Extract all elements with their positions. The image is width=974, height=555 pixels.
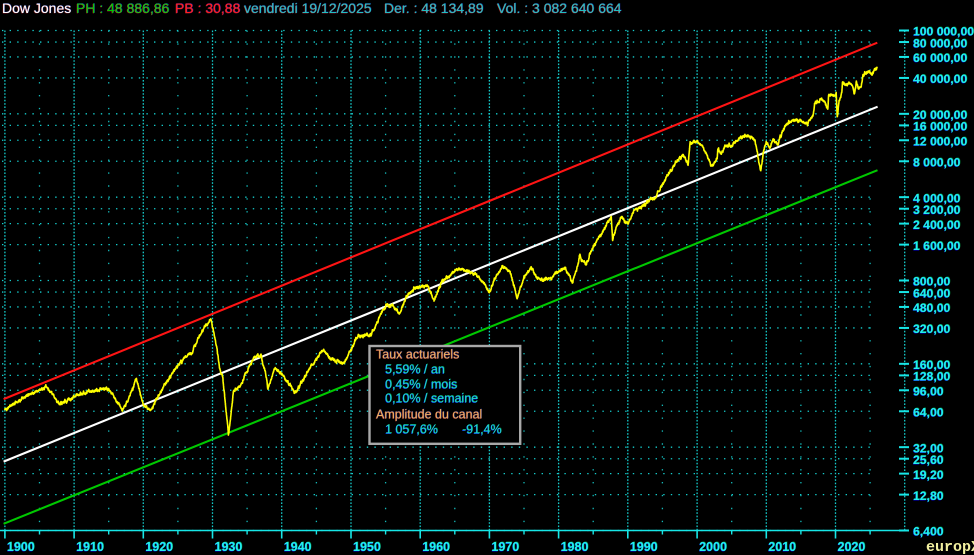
svg-text:Dow Jones: Dow Jones — [2, 0, 71, 16]
svg-text:60 000,00: 60 000,00 — [913, 51, 967, 65]
svg-text:320,00: 320,00 — [913, 322, 950, 336]
svg-text:640,00: 640,00 — [913, 286, 950, 300]
svg-text:1950: 1950 — [353, 540, 381, 554]
svg-text:1900: 1900 — [7, 540, 35, 554]
svg-text:2 400,00: 2 400,00 — [913, 218, 961, 232]
svg-text:5,59% / an: 5,59% / an — [385, 363, 445, 377]
svg-text:1940: 1940 — [284, 540, 312, 554]
svg-text:2010: 2010 — [768, 540, 796, 554]
svg-text:96,00: 96,00 — [913, 385, 944, 399]
svg-text:19,20: 19,20 — [913, 468, 944, 482]
svg-text:64,00: 64,00 — [913, 406, 944, 420]
svg-text:europX: europX — [926, 539, 974, 555]
svg-text:3 200,00: 3 200,00 — [913, 203, 961, 217]
svg-text:PH : 48 886,86: PH : 48 886,86 — [76, 0, 170, 16]
svg-text:Vol. : 3 082 640 664: Vol. : 3 082 640 664 — [497, 0, 622, 16]
svg-text:1960: 1960 — [422, 540, 450, 554]
svg-text:2020: 2020 — [838, 540, 866, 554]
svg-text:8 000,00: 8 000,00 — [913, 156, 961, 170]
svg-text:12 000,00: 12 000,00 — [913, 135, 967, 149]
svg-text:1990: 1990 — [630, 540, 658, 554]
svg-text:2000: 2000 — [699, 540, 727, 554]
svg-text:40 000,00: 40 000,00 — [913, 72, 967, 86]
svg-text:16 000,00: 16 000,00 — [913, 120, 967, 134]
svg-text:PB : 30,88: PB : 30,88 — [175, 0, 241, 16]
svg-text:80 000,00: 80 000,00 — [913, 36, 967, 50]
svg-text:0,10% / semaine: 0,10% / semaine — [385, 392, 478, 406]
svg-text:Taux actuariels: Taux actuariels — [376, 348, 459, 362]
svg-text:1 600,00: 1 600,00 — [913, 239, 961, 253]
svg-text:1930: 1930 — [215, 540, 243, 554]
svg-text:1980: 1980 — [561, 540, 589, 554]
svg-text:1 057,6%: 1 057,6% — [385, 423, 438, 437]
svg-text:1910: 1910 — [76, 540, 104, 554]
svg-text:1920: 1920 — [145, 540, 173, 554]
svg-text:0,45% / mois: 0,45% / mois — [385, 378, 457, 392]
svg-text:480,00: 480,00 — [913, 301, 950, 315]
svg-text:Der. : 48 134,89: Der. : 48 134,89 — [384, 0, 484, 16]
svg-text:Amplitude du canal: Amplitude du canal — [376, 408, 482, 422]
svg-text:12,80: 12,80 — [913, 489, 944, 503]
svg-text:1970: 1970 — [491, 540, 519, 554]
svg-text:6,400: 6,400 — [913, 525, 944, 539]
svg-text:25,60: 25,60 — [913, 453, 944, 467]
svg-text:vendredi 19/12/2025: vendredi 19/12/2025 — [244, 0, 372, 16]
svg-text:-91,4%: -91,4% — [462, 423, 502, 437]
svg-text:128,00: 128,00 — [913, 370, 950, 384]
